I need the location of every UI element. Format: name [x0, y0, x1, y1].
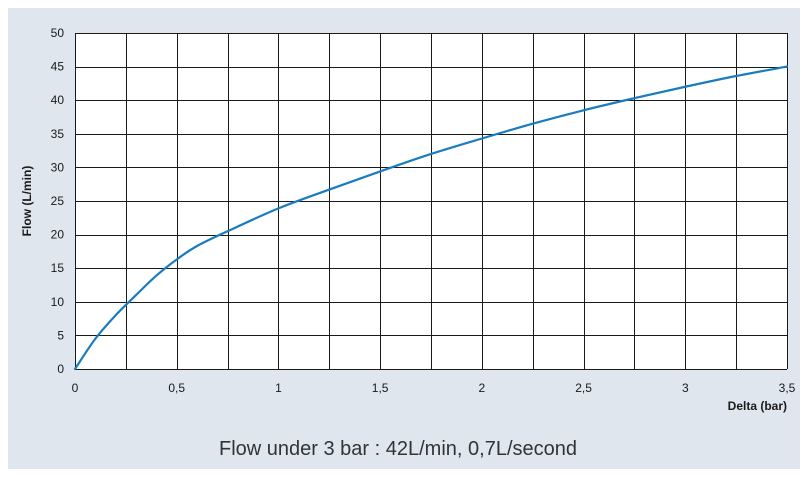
chart-panel: 0 0,5 1 1,5 2 2,5 3 3,5 0 5 10 15 20 25 30 35 40 45 50 De…	[8, 8, 800, 469]
x-tick-labels: 0 0,5 1 1,5 2 2,5 3 3,5	[72, 381, 796, 395]
flow-chart: 0 0,5 1 1,5 2 2,5 3 3,5 0 5 10 15 20 25 30 35 40 45 50 De…	[20, 26, 796, 413]
y-tick-label: 30	[51, 160, 65, 174]
y-tick-label: 15	[51, 261, 65, 275]
x-axis-title: Delta (bar)	[728, 399, 787, 413]
x-tick-label: 1	[275, 381, 282, 395]
y-tick-label: 50	[51, 26, 65, 40]
x-tick-label: 3	[682, 381, 689, 395]
grid	[75, 33, 788, 370]
chart-caption: Flow under 3 bar : 42L/min, 0,7L/second	[219, 438, 577, 460]
y-tick-label: 35	[51, 127, 65, 141]
y-tick-label: 0	[57, 362, 64, 376]
y-tick-label: 25	[51, 194, 65, 208]
x-tick-label: 3,5	[779, 381, 796, 395]
x-tick-label: 2	[479, 381, 486, 395]
y-axis-title: Flow (L/min)	[20, 166, 34, 237]
y-tick-label: 45	[51, 60, 65, 74]
x-tick-label: 0,5	[168, 381, 185, 395]
series-layer	[73, 65, 789, 371]
x-tick-label: 1,5	[372, 381, 389, 395]
y-tick-labels: 0 5 10 15 20 25 30 35 40 45 50	[51, 26, 65, 376]
x-tick-label: 2,5	[575, 381, 592, 395]
y-tick-label: 40	[51, 93, 65, 107]
series-line-1	[73, 65, 789, 371]
y-tick-label: 5	[57, 328, 64, 342]
y-tick-label: 20	[51, 228, 65, 242]
y-tick-label: 10	[51, 295, 65, 309]
x-tick-label: 0	[72, 381, 79, 395]
